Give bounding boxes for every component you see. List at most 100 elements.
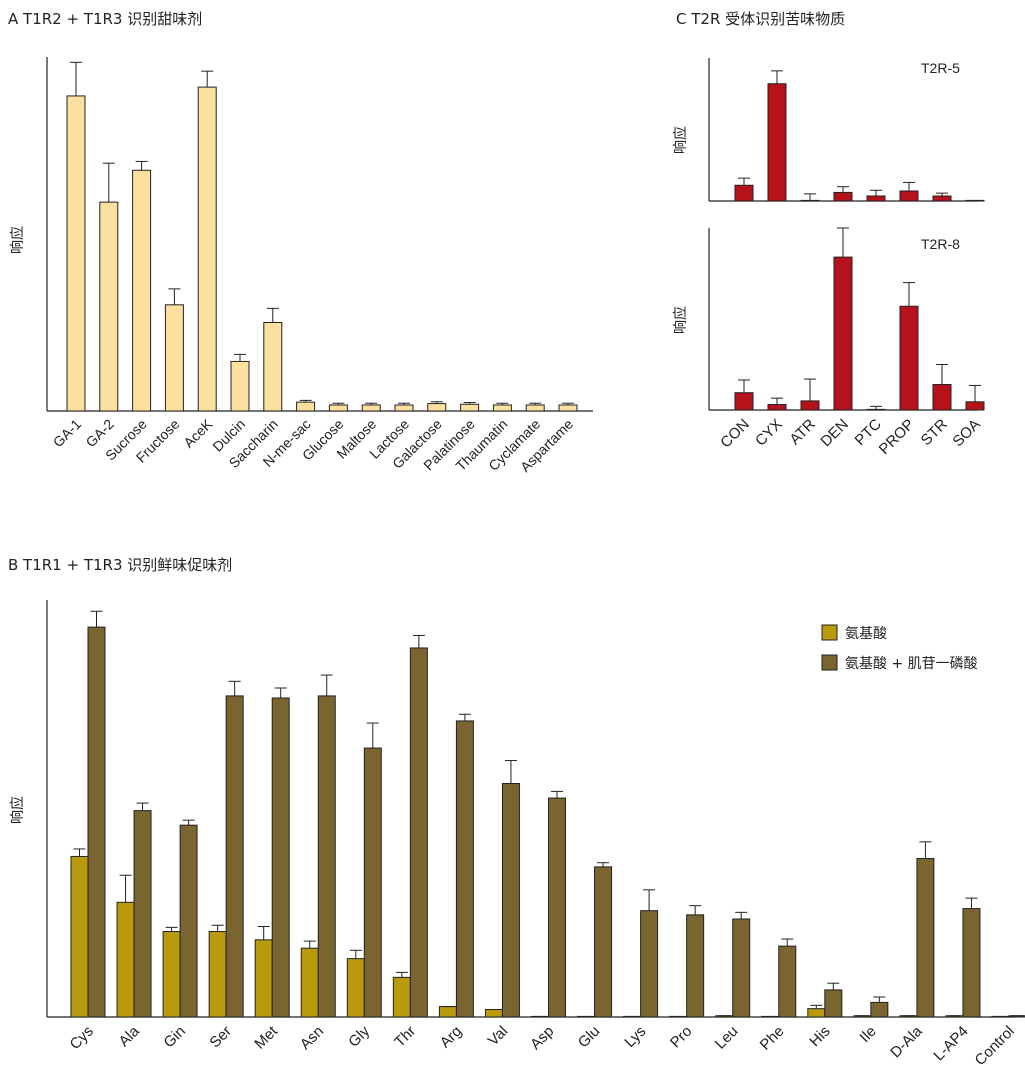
bar-a-lactose-s0	[394, 404, 414, 412]
panel-b-chart: B T1R1 + T1R3 识别鲜味促味剂 响应 氨基酸 氨基酸 + 肌苷一磷酸…	[8, 556, 1025, 1069]
bar-a-palatinose-s0	[460, 403, 480, 412]
bar-b-asn-s0	[300, 947, 319, 1018]
tick-label-b-asp: Asp	[527, 1023, 557, 1053]
bar-c1-den-s0	[833, 191, 853, 202]
bar-a-glucose-s0	[328, 404, 348, 412]
bar-b-val-s1	[501, 782, 520, 1018]
bar-b-thr-s0	[392, 976, 411, 1018]
bar-b-lys-s1	[640, 910, 659, 1018]
bar-b-met-s0	[254, 939, 273, 1018]
bar-b-glu-s1	[594, 866, 613, 1018]
bar-a-acek-s0	[197, 86, 217, 412]
tick-label-c2-con: CON	[717, 416, 753, 452]
bar-c1-prop-s0	[899, 190, 919, 202]
tick-label-b-d-ala: D-Ala	[887, 1022, 926, 1061]
tick-label-c2-str: STR	[918, 416, 951, 449]
bar-c2-str-s0	[932, 384, 952, 411]
bar-b-asp-s0	[531, 1015, 549, 1018]
tick-label-b-glu: Glu	[575, 1023, 604, 1052]
panel-b-legend: 氨基酸 氨基酸 + 肌苷一磷酸	[821, 624, 978, 672]
bar-c1-con-s0	[734, 184, 754, 202]
tick-label-b-gly: Gly	[345, 1022, 373, 1050]
panel-a-chart: A T1R2 + T1R3 识别甜味剂 响应 GA-1GA-2SucroseFr…	[8, 10, 593, 475]
panel-c-top-ylabel: 响应	[672, 126, 689, 154]
panel-c-title: C T2R 受体识别苦味物质	[676, 10, 845, 28]
bar-c1-ptc-s0	[866, 195, 886, 202]
bar-b-asp-s1	[548, 797, 566, 1018]
bar-b-gly-s1	[363, 747, 382, 1018]
tick-label-b-asn: Asn	[297, 1023, 327, 1053]
bar-b-gin-s1	[179, 824, 198, 1018]
bar-b-asn-s1	[317, 695, 336, 1018]
bar-c2-den-s0	[833, 256, 853, 411]
bar-a-sucrose-s0	[132, 169, 152, 412]
bar-b-his-s0	[807, 1008, 826, 1018]
bar-c2-con-s0	[734, 392, 754, 411]
bar-b-ala-s1	[133, 810, 152, 1018]
tick-label-c2-soa: SOA	[949, 416, 983, 450]
bar-c2-soa-s0	[965, 401, 985, 411]
bar-b-met-s1	[271, 697, 290, 1018]
bar-a-fructose-s0	[164, 304, 184, 412]
bar-c1-cyx-s0	[767, 83, 787, 202]
panel-c-top-subtitle: T2R-5	[921, 60, 960, 76]
legend-label-amino-imp: 氨基酸 + 肌苷一磷酸	[845, 655, 978, 672]
tick-label-b-ala: Ala	[116, 1022, 144, 1050]
panel-c-bottom-subtitle: T2R-8	[921, 236, 960, 252]
legend-label-amino: 氨基酸	[845, 625, 887, 642]
bar-b-pro-s1	[686, 914, 705, 1018]
tick-label-b-val: Val	[485, 1023, 512, 1050]
bar-a-ga-2-s0	[99, 201, 119, 412]
bar-c1-str-s0	[932, 195, 952, 202]
tick-label-b-ser: Ser	[206, 1023, 235, 1052]
panel-a-ylabel: 响应	[9, 226, 26, 254]
tick-label-b-met: Met	[251, 1022, 281, 1052]
bar-b-leu-s1	[732, 918, 751, 1018]
tick-label-a-ga-1: GA-1	[50, 416, 85, 451]
bar-b-gly-s0	[346, 958, 365, 1018]
bar-b-d-ala-s1	[916, 858, 935, 1018]
bar-a-saccharin-s0	[263, 322, 283, 412]
tick-label-b-l-ap4: L-AP4	[930, 1023, 972, 1065]
tick-label-b-leu: Leu	[712, 1023, 742, 1053]
tick-label-b-gin: Gin	[160, 1023, 189, 1052]
tick-label-b-cys: Cys	[67, 1023, 97, 1053]
tick-label-b-control: Control	[972, 1023, 1018, 1069]
bar-a-dulcin-s0	[230, 360, 250, 412]
tick-label-b-ile: Ile	[856, 1023, 879, 1046]
bar-b-ala-s0	[116, 901, 135, 1018]
tick-label-b-lys: Lys	[621, 1023, 649, 1051]
panel-c-bottom-ylabel: 响应	[672, 306, 689, 334]
panel-b-ylabel: 响应	[9, 796, 26, 824]
bar-b-pro-s0	[669, 1015, 688, 1018]
legend-swatch-amino	[821, 624, 838, 641]
bar-b-val-s0	[484, 1008, 503, 1018]
bar-c2-cyx-s0	[767, 404, 787, 411]
legend-swatch-amino-imp	[821, 654, 838, 671]
bar-a-ga-1-s0	[66, 95, 86, 412]
tick-label-b-his: His	[806, 1023, 833, 1050]
tick-label-b-pro: Pro	[667, 1023, 696, 1052]
bar-c2-prop-s0	[899, 305, 919, 411]
tick-label-b-thr: Thr	[391, 1023, 419, 1051]
tick-label-c2-den: DEN	[817, 416, 851, 450]
bar-b-cys-s1	[87, 626, 106, 1018]
bar-b-glu-s0	[577, 1015, 596, 1018]
bar-b-phe-s1	[778, 945, 797, 1018]
panel-c-top-chart: C T2R 受体识别苦味物质 响应 T2R-5	[672, 10, 985, 202]
tick-label-c2-atr: ATR	[786, 416, 819, 449]
tick-label-c2-prop: PROP	[876, 416, 918, 458]
bar-b-thr-s1	[409, 647, 428, 1018]
bar-a-galactose-s0	[427, 403, 447, 412]
bar-b-gin-s0	[162, 931, 181, 1018]
bar-b-ser-s0	[208, 931, 227, 1018]
panel-a-title: A T1R2 + T1R3 识别甜味剂	[8, 10, 202, 28]
bar-b-l-ap4-s1	[962, 908, 981, 1018]
bar-b-arg-s0	[438, 1006, 457, 1018]
bar-b-lys-s0	[623, 1015, 642, 1018]
bar-c2-atr-s0	[800, 400, 820, 411]
bar-a-cyclamate-s0	[525, 404, 545, 412]
bar-c1-soa-s0	[965, 199, 985, 202]
